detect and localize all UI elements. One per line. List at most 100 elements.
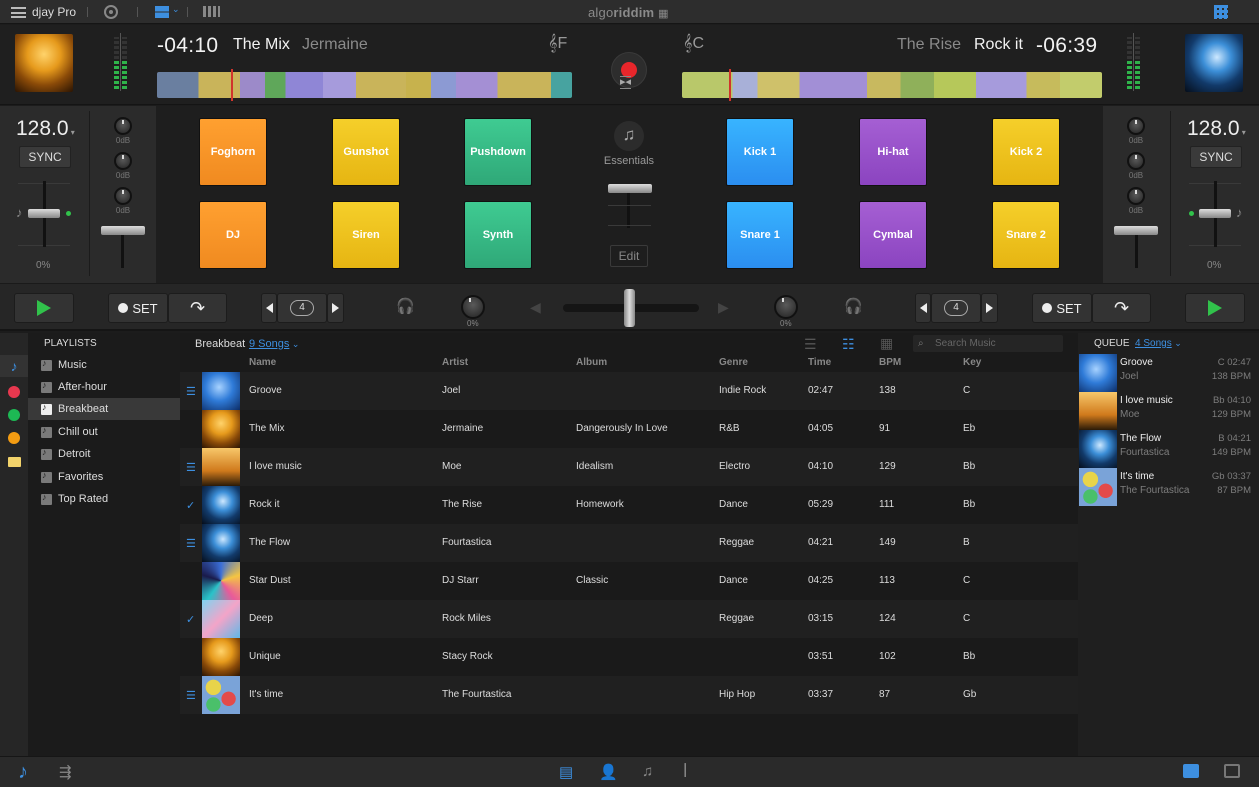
record-disc-icon[interactable] bbox=[104, 5, 118, 19]
record-button[interactable] bbox=[611, 52, 647, 88]
pad-pushdown[interactable]: Pushdown bbox=[464, 118, 532, 186]
left-waveform[interactable] bbox=[157, 72, 572, 98]
playlist-item-top-rated[interactable]: Top Rated bbox=[28, 488, 180, 510]
sampler-volume-fader[interactable] bbox=[608, 184, 652, 193]
song-count-dropdown[interactable]: 9 Songs ⌄ bbox=[249, 338, 300, 350]
playlist-item-breakbeat[interactable]: Breakbeat bbox=[28, 398, 180, 420]
right-skip-button[interactable]: ↷ bbox=[1092, 293, 1151, 323]
queue-item[interactable]: It's time The Fourtastica Gb 03:37 87 BPM bbox=[1078, 468, 1259, 506]
pad-gunshot[interactable]: Gunshot bbox=[332, 118, 400, 186]
column-header-artist[interactable]: Artist bbox=[442, 357, 469, 368]
left-loop-prev-button[interactable] bbox=[261, 293, 277, 323]
column-header-album[interactable]: Album bbox=[576, 357, 608, 368]
list-view-icon[interactable]: ☰ bbox=[804, 336, 817, 352]
instruments-view-icon[interactable]: ꟾ bbox=[683, 764, 688, 781]
spotify-icon[interactable] bbox=[8, 409, 20, 421]
automix-icon[interactable]: ⇶ bbox=[59, 764, 72, 781]
table-row[interactable]: ☰ Groove Joel Indie Rock 02:47 138 C bbox=[180, 372, 1078, 410]
itunes-icon[interactable] bbox=[8, 386, 20, 398]
detail-list-view-icon[interactable]: ☷ bbox=[842, 336, 855, 352]
playlist-item-chill-out[interactable]: Chill out bbox=[28, 421, 180, 443]
right-loop-prev-button[interactable] bbox=[915, 293, 931, 323]
column-header-name[interactable]: Name bbox=[249, 357, 277, 368]
search-input[interactable]: ⌕ Search Music bbox=[913, 335, 1063, 352]
left-eq-low-knob[interactable] bbox=[114, 187, 132, 205]
library-view-icon[interactable]: ▤ bbox=[559, 764, 574, 781]
column-header-genre[interactable]: Genre bbox=[719, 357, 748, 368]
table-row[interactable]: ☰ The Flow Fourtastica Reggae 04:21 149 B bbox=[180, 524, 1078, 562]
column-header-bpm[interactable]: BPM bbox=[879, 357, 902, 368]
playlist-item-favorites[interactable]: Favorites bbox=[28, 466, 180, 488]
left-eq-mid-knob[interactable] bbox=[114, 152, 132, 170]
right-waveform[interactable] bbox=[682, 72, 1102, 98]
right-filter-knob[interactable] bbox=[774, 295, 798, 319]
table-row[interactable]: The Mix Jermaine Dangerously In Love R&B 04:… bbox=[180, 410, 1078, 448]
table-row[interactable]: ✓ Deep Rock Miles Reggae 03:15 124 C bbox=[180, 600, 1078, 638]
album-view-icon[interactable]: ♫ bbox=[642, 763, 654, 780]
edit-samples-button[interactable]: Edit bbox=[610, 245, 648, 267]
pad-kick-2[interactable]: Kick 2 bbox=[992, 118, 1060, 186]
crossfader-right-arrow-icon[interactable]: ▶ bbox=[718, 299, 729, 315]
queue-toggle-icon[interactable] bbox=[1183, 764, 1199, 778]
column-header-time[interactable]: Time bbox=[808, 357, 832, 368]
four-deck-icon[interactable] bbox=[203, 6, 220, 17]
left-play-button[interactable] bbox=[14, 293, 74, 323]
right-bpm[interactable]: 128.0 ▾ bbox=[1187, 117, 1246, 140]
crossfader-left-arrow-icon[interactable]: ◀ bbox=[530, 299, 541, 315]
right-loop-next-button[interactable] bbox=[981, 293, 998, 323]
playlist-item-detroit[interactable]: Detroit bbox=[28, 443, 180, 465]
right-volume-fader[interactable] bbox=[1114, 226, 1158, 235]
left-deck-key[interactable]: 𝄞F bbox=[548, 35, 568, 52]
right-headphones-icon[interactable]: 🎧 bbox=[844, 298, 863, 315]
table-row[interactable]: Unique Stacy Rock 03:51 102 Bb bbox=[180, 638, 1078, 676]
left-eq-high-knob[interactable] bbox=[114, 117, 132, 135]
table-row[interactable]: Star Dust DJ Starr Classic Dance 04:25 113 C bbox=[180, 562, 1078, 600]
left-filter-knob[interactable] bbox=[461, 295, 485, 319]
folder-icon[interactable] bbox=[8, 457, 21, 467]
pad-hi-hat[interactable]: Hi-hat bbox=[859, 118, 927, 186]
left-cue-set-button[interactable]: SET bbox=[108, 293, 168, 323]
artist-view-icon[interactable]: 👤 bbox=[599, 764, 618, 781]
pad-snare-1[interactable]: Snare 1 bbox=[726, 201, 794, 269]
right-pitch-fader[interactable] bbox=[1199, 209, 1231, 218]
table-row[interactable]: ✓ Rock it The Rise Homework Dance 05:29 111 Bb bbox=[180, 486, 1078, 524]
queue-item[interactable]: Groove Joel C 02:47 138 BPM bbox=[1078, 354, 1259, 392]
menu-icon[interactable] bbox=[11, 7, 26, 18]
history-clock-icon[interactable] bbox=[8, 432, 20, 444]
queue-item[interactable]: I love music Moe Bb 04:10 129 BPM bbox=[1078, 392, 1259, 430]
pad-dj[interactable]: DJ bbox=[199, 201, 267, 269]
table-row[interactable]: ☰ I love music Moe Idealism Electro 04:10 129… bbox=[180, 448, 1078, 486]
layout-two-deck-icon[interactable] bbox=[155, 6, 169, 18]
right-eq-high-knob[interactable] bbox=[1127, 117, 1145, 135]
right-play-button[interactable] bbox=[1185, 293, 1245, 323]
right-cue-set-button[interactable]: SET bbox=[1032, 293, 1092, 323]
sample-bank-music-icon[interactable]: ♫ bbox=[614, 121, 644, 151]
pad-kick-1[interactable]: Kick 1 bbox=[726, 118, 794, 186]
music-library-icon[interactable]: ♪ bbox=[0, 355, 28, 377]
table-row[interactable]: ☰ It's time The Fourtastica Hip Hop 03:37 87… bbox=[180, 676, 1078, 714]
queue-count-dropdown[interactable]: 4 Songs ⌄ bbox=[1135, 338, 1182, 349]
left-loop-button[interactable]: 4 bbox=[277, 293, 327, 323]
right-loop-button[interactable]: 4 bbox=[931, 293, 981, 323]
sync-waveforms-icon[interactable]: ▸◂ bbox=[620, 76, 632, 89]
column-header-key[interactable]: Key bbox=[963, 357, 982, 368]
pad-snare-2[interactable]: Snare 2 bbox=[992, 201, 1060, 269]
left-loop-next-button[interactable] bbox=[327, 293, 344, 323]
grid-view-icon[interactable]: ▦ bbox=[880, 335, 894, 351]
right-deck-key[interactable]: 𝄞C bbox=[683, 35, 705, 52]
left-pitch-fader[interactable] bbox=[28, 209, 60, 218]
grid-apps-icon[interactable] bbox=[1214, 5, 1228, 19]
chevron-down-icon[interactable]: ⌄ bbox=[172, 4, 180, 14]
pad-cymbal[interactable]: Cymbal bbox=[859, 201, 927, 269]
pad-siren[interactable]: Siren bbox=[332, 201, 400, 269]
left-headphones-icon[interactable]: 🎧 bbox=[396, 298, 415, 315]
panel-toggle-icon[interactable] bbox=[1224, 764, 1240, 778]
right-eq-mid-knob[interactable] bbox=[1127, 152, 1145, 170]
left-volume-fader[interactable] bbox=[101, 226, 145, 235]
playlist-item-music[interactable]: Music bbox=[28, 354, 180, 376]
right-eq-low-knob[interactable] bbox=[1127, 187, 1145, 205]
crossfader-handle[interactable] bbox=[624, 289, 635, 327]
right-sync-button[interactable]: SYNC bbox=[1190, 146, 1242, 168]
playlist-item-after-hour[interactable]: After-hour bbox=[28, 376, 180, 398]
pad-foghorn[interactable]: Foghorn bbox=[199, 118, 267, 186]
